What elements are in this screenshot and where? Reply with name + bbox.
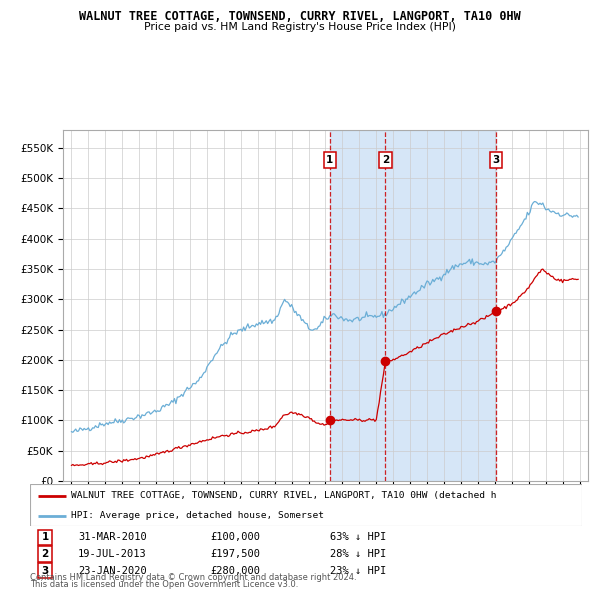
Text: 2: 2 [41, 549, 49, 559]
Text: £280,000: £280,000 [210, 566, 260, 575]
Text: 31-MAR-2010: 31-MAR-2010 [78, 533, 147, 542]
Text: WALNUT TREE COTTAGE, TOWNSEND, CURRY RIVEL, LANGPORT, TA10 0HW: WALNUT TREE COTTAGE, TOWNSEND, CURRY RIV… [79, 10, 521, 23]
Text: 3: 3 [492, 155, 499, 165]
Text: This data is licensed under the Open Government Licence v3.0.: This data is licensed under the Open Gov… [30, 581, 298, 589]
Text: WALNUT TREE COTTAGE, TOWNSEND, CURRY RIVEL, LANGPORT, TA10 0HW (detached h: WALNUT TREE COTTAGE, TOWNSEND, CURRY RIV… [71, 491, 497, 500]
Text: HPI: Average price, detached house, Somerset: HPI: Average price, detached house, Some… [71, 511, 325, 520]
Text: 23-JAN-2020: 23-JAN-2020 [78, 566, 147, 575]
Text: 1: 1 [41, 533, 49, 542]
Text: £197,500: £197,500 [210, 549, 260, 559]
Text: £100,000: £100,000 [210, 533, 260, 542]
Text: 23% ↓ HPI: 23% ↓ HPI [330, 566, 386, 575]
Text: Contains HM Land Registry data © Crown copyright and database right 2024.: Contains HM Land Registry data © Crown c… [30, 573, 356, 582]
Text: 2: 2 [382, 155, 389, 165]
Text: 63% ↓ HPI: 63% ↓ HPI [330, 533, 386, 542]
Bar [330, 130, 496, 481]
Text: 28% ↓ HPI: 28% ↓ HPI [330, 549, 386, 559]
Text: 19-JUL-2013: 19-JUL-2013 [78, 549, 147, 559]
Text: 1: 1 [326, 155, 334, 165]
Text: Price paid vs. HM Land Registry's House Price Index (HPI): Price paid vs. HM Land Registry's House … [144, 22, 456, 32]
Text: 3: 3 [41, 566, 49, 575]
